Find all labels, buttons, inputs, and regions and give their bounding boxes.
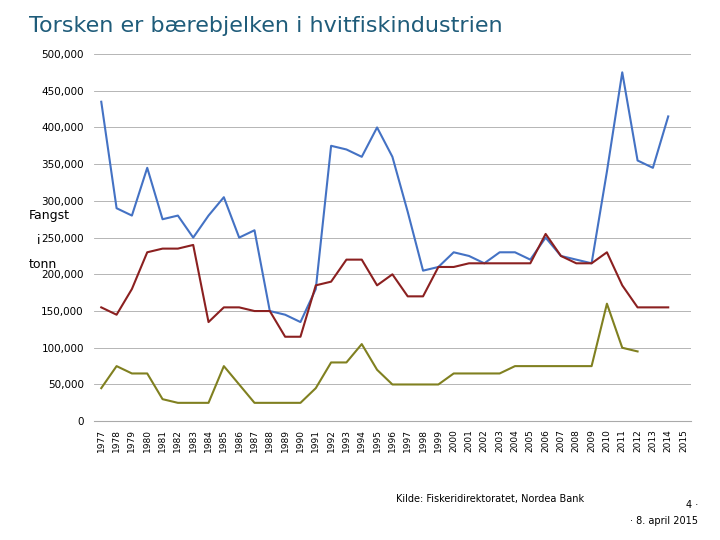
- Text: 4 ·: 4 ·: [686, 500, 698, 510]
- Text: Kilde: Fiskeridirektoratet, Nordea Bank: Kilde: Fiskeridirektoratet, Nordea Bank: [396, 494, 584, 504]
- Text: · 8. april 2015: · 8. april 2015: [631, 516, 698, 526]
- Text: Torsken er bærebjelken i hvitfiskindustrien: Torsken er bærebjelken i hvitfiskindustr…: [29, 16, 503, 36]
- Text: i: i: [29, 234, 40, 247]
- Text: Fangst: Fangst: [29, 210, 70, 222]
- Text: tonn: tonn: [29, 258, 57, 271]
